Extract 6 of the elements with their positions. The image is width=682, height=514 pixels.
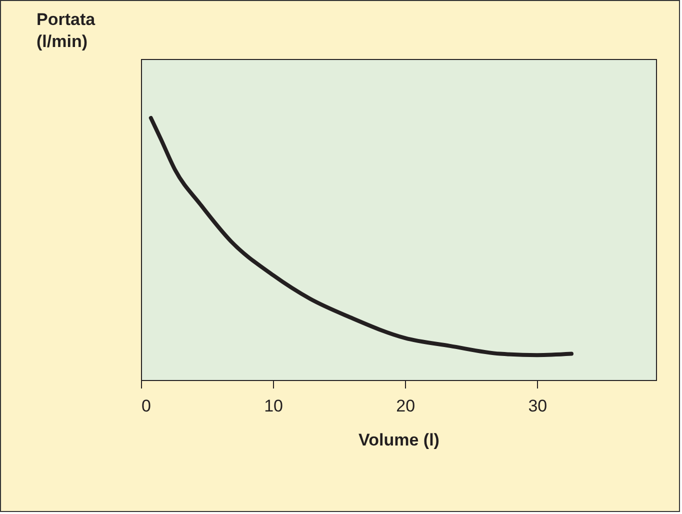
x-tick-label: 0 [142,396,151,416]
y-axis-title: Portata (l/min) [36,10,96,51]
x-axis-title: Volume (l) [358,430,440,450]
x-tick-label: 30 [528,396,548,416]
x-tick-label: 20 [396,396,416,416]
x-tick-label: 10 [264,396,284,416]
